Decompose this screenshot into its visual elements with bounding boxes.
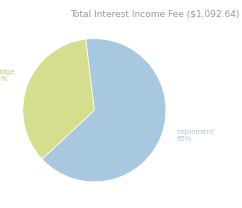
Text: Bridge
35%: Bridge 35% [0, 69, 15, 82]
Wedge shape [42, 39, 166, 182]
Text: Implement
65%: Implement 65% [177, 129, 214, 142]
Wedge shape [23, 39, 94, 159]
Text: Total Interest Income Fee ($1,092.64): Total Interest Income Fee ($1,092.64) [70, 9, 240, 18]
